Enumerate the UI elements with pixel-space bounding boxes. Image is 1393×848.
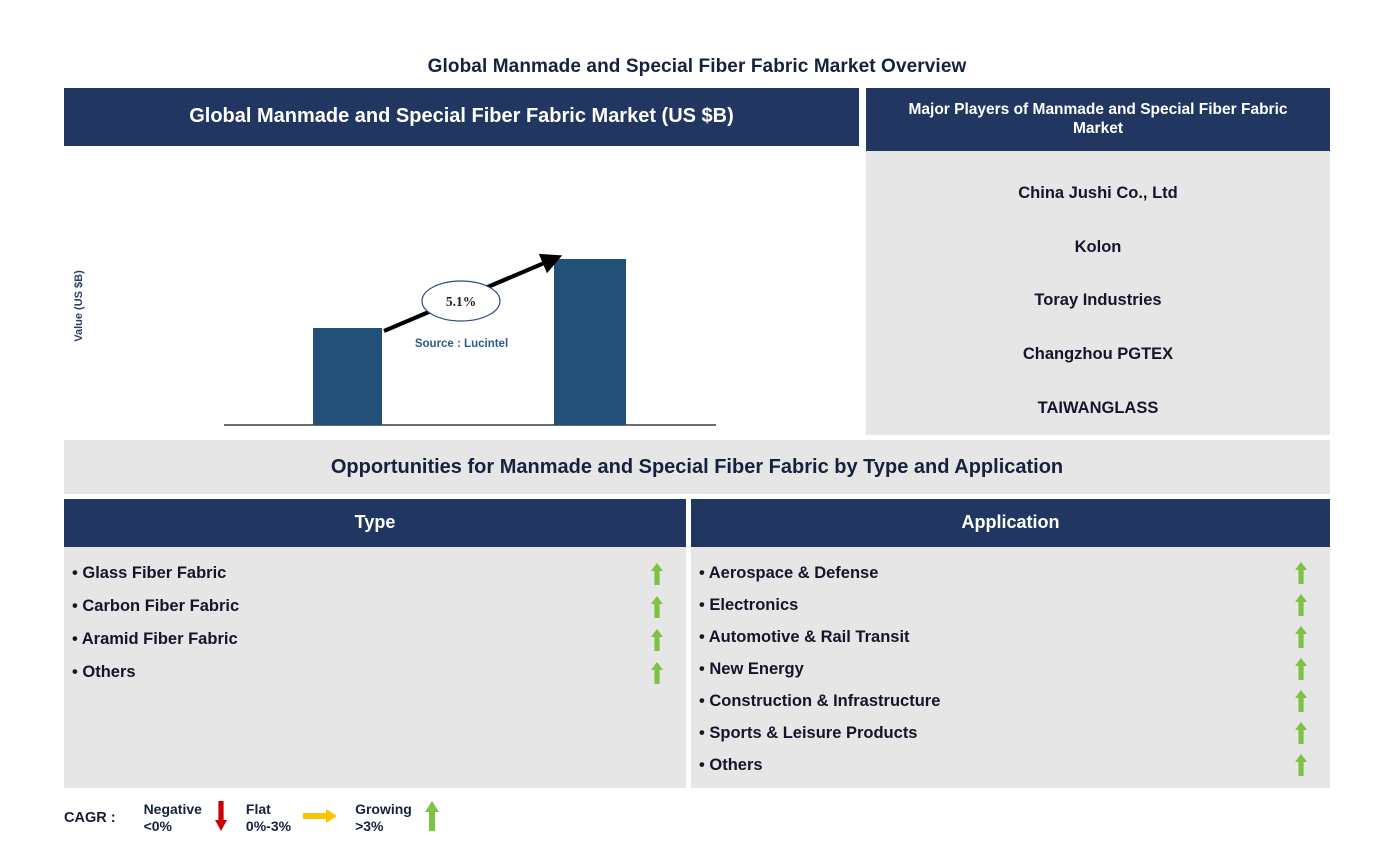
growing-arrow-icon [650, 595, 664, 618]
list-item: • Sports & Leisure Products [691, 717, 1330, 749]
legend-negative-range: <0% [143, 818, 172, 834]
application-panel: Application • Aerospace & Defense • Elec… [691, 499, 1330, 788]
chart-source-note: Source : Lucintel [414, 338, 509, 350]
bar-2031 [554, 259, 626, 425]
cagr-callout-bubble [421, 280, 501, 322]
growing-arrow-icon [650, 562, 664, 585]
application-item-label: • Others [699, 755, 763, 774]
legend-entry-growing: Growing >3% [355, 800, 452, 836]
player-name: Kolon [1074, 237, 1122, 256]
right-arrow-icon [303, 808, 338, 829]
y-axis-label: Value (US $B) [73, 270, 85, 342]
type-panel: Type • Glass Fiber Fabric • Carbon Fiber… [64, 499, 686, 788]
page-title: Global Manmade and Special Fiber Fabric … [427, 56, 967, 77]
growing-arrow-icon [650, 661, 664, 684]
growing-arrow-icon [650, 628, 664, 651]
down-arrow-icon [214, 800, 228, 836]
type-list: • Glass Fiber Fabric • Carbon Fiber Fabr… [64, 547, 686, 788]
market-chart-panel: Global Manmade and Special Fiber Fabric … [64, 88, 859, 435]
list-item: • Aerospace & Defense [691, 557, 1330, 589]
application-item-label: • Construction & Infrastructure [699, 691, 941, 710]
list-item: • Electronics [691, 589, 1330, 621]
legend-negative-text: Negative <0% [144, 801, 202, 835]
major-players-title: Major Players of Manmade and Special Fib… [866, 88, 1330, 151]
type-panel-title: Type [64, 499, 686, 547]
application-item-label: • Automotive & Rail Transit [699, 627, 910, 646]
type-item-label: • Carbon Fiber Fabric [72, 597, 240, 615]
type-item-label: • Aramid Fiber Fabric [72, 630, 238, 648]
list-item: • Aramid Fiber Fabric [64, 623, 686, 656]
legend-flat-range: 0%-3% [245, 818, 292, 834]
cagr-legend-title: CAGR : [64, 810, 116, 826]
market-chart-title: Global Manmade and Special Fiber Fabric … [64, 88, 859, 146]
cagr-legend: CAGR : Negative <0% Flat 0%-3% Growing >… [64, 796, 458, 840]
list-item: China Jushi Co., Ltd [866, 167, 1330, 221]
list-item: • Automotive & Rail Transit [691, 621, 1330, 653]
legend-growing-range: >3% [355, 818, 384, 834]
type-item-label: • Others [72, 663, 136, 681]
legend-entry-flat: Flat 0%-3% [246, 801, 349, 835]
opportunities-banner: Opportunities for Manmade and Special Fi… [64, 440, 1330, 494]
application-item-label: • Sports & Leisure Products [699, 723, 918, 742]
list-item: TAIWANGLASS [866, 381, 1330, 435]
major-players-panel: Major Players of Manmade and Special Fib… [866, 88, 1330, 435]
player-name: Changzhou PGTEX [1022, 345, 1174, 364]
application-item-label: • Electronics [699, 595, 799, 614]
bar-2025 [313, 328, 382, 425]
legend-flat-text: Flat 0%-3% [246, 801, 291, 835]
list-item: • Carbon Fiber Fabric [64, 590, 686, 623]
growing-arrow-icon [1294, 690, 1308, 712]
growing-arrow-icon [1294, 562, 1308, 584]
application-list: • Aerospace & Defense • Electronics • Au… [691, 547, 1330, 788]
market-bar-chart: Value (US $B) 5.1% 2025 2031 [64, 146, 859, 435]
legend-growing-text: Growing >3% [355, 801, 412, 835]
list-item: • Others [64, 656, 686, 689]
growing-arrow-icon [1294, 754, 1308, 776]
growing-arrow-icon [1294, 722, 1308, 744]
player-name: Toray Industries [1034, 291, 1162, 310]
list-item: Toray Industries [866, 274, 1330, 328]
application-panel-title: Application [691, 499, 1330, 547]
application-item-label: • New Energy [699, 659, 804, 678]
type-item-label: • Glass Fiber Fabric [72, 564, 227, 582]
list-item: Changzhou PGTEX [866, 328, 1330, 382]
list-item: Kolon [866, 221, 1330, 275]
legend-negative-label: Negative [143, 800, 202, 817]
list-item: • Glass Fiber Fabric [64, 557, 686, 590]
growing-arrow-icon [1294, 594, 1308, 616]
legend-entry-negative: Negative <0% [144, 800, 240, 836]
legend-flat-label: Flat [245, 800, 271, 817]
list-item: • Others [691, 749, 1330, 781]
player-name: China Jushi Co., Ltd [1018, 184, 1178, 203]
bar-chart-svg: Value (US $B) 5.1% 2025 2031 [73, 253, 716, 426]
list-item: • New Energy [691, 653, 1330, 685]
list-item: • Construction & Infrastructure [691, 685, 1330, 717]
growing-arrow-icon [1294, 626, 1308, 648]
cagr-callout-value: 5.1% [446, 294, 476, 309]
application-item-label: • Aerospace & Defense [699, 563, 879, 582]
legend-growing-label: Growing [355, 800, 412, 817]
up-arrow-icon [424, 800, 440, 836]
growing-arrow-icon [1294, 658, 1308, 680]
major-players-list: China Jushi Co., Ltd Kolon Toray Industr… [866, 151, 1330, 435]
player-name: TAIWANGLASS [1037, 398, 1159, 417]
